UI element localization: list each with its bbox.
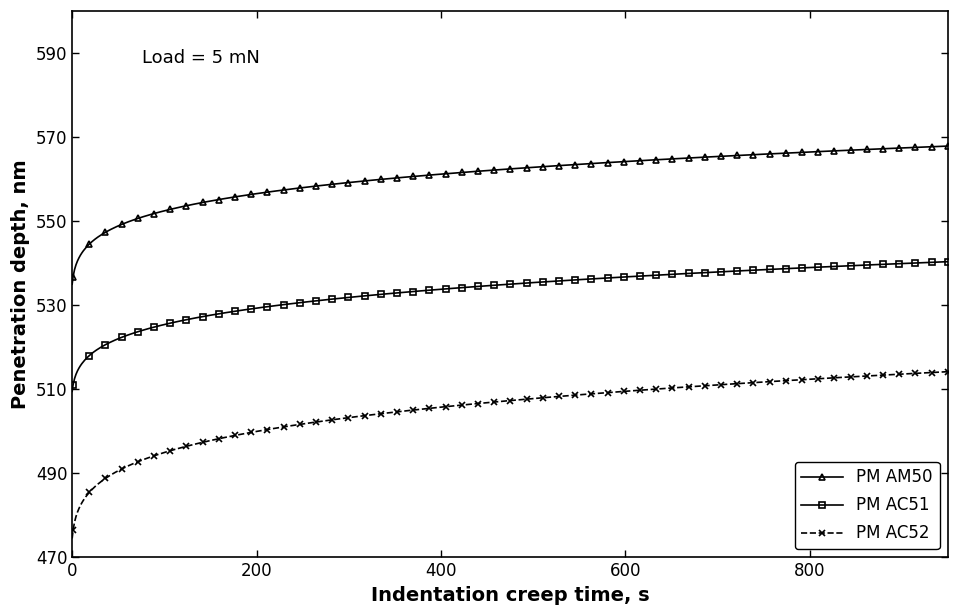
PM AC51 (165, 320, 176, 327)
PM AC52 (391, 408, 403, 416)
PM AC52 (229, 432, 241, 439)
PM AC51 (278, 301, 290, 308)
PM AC51 (229, 307, 241, 315)
PM AC52 (165, 447, 176, 455)
Text: Load = 5 mN: Load = 5 mN (142, 49, 260, 67)
PM AM50 (165, 206, 176, 213)
PM AM50 (67, 273, 79, 280)
PM AC52 (67, 527, 79, 534)
PM AM50 (278, 186, 290, 193)
PM AC51 (67, 381, 79, 389)
PM AC52 (926, 369, 938, 376)
PM AM50 (845, 147, 856, 154)
PM AC52 (942, 368, 953, 375)
Line: PM AC51: PM AC51 (70, 258, 951, 388)
PM AM50 (229, 193, 241, 201)
PM AC51 (926, 259, 938, 266)
PM AM50 (926, 143, 938, 150)
PM AC52 (278, 423, 290, 431)
Y-axis label: Penetration depth, nm: Penetration depth, nm (12, 160, 30, 409)
PM AC52 (845, 373, 856, 381)
PM AM50 (942, 142, 953, 150)
PM AC51 (391, 289, 403, 296)
Line: PM AM50: PM AM50 (70, 142, 951, 280)
PM AC51 (845, 262, 856, 269)
Line: PM AC52: PM AC52 (70, 368, 951, 533)
X-axis label: Indentation creep time, s: Indentation creep time, s (371, 586, 649, 605)
Legend: PM AM50, PM AC51, PM AC52: PM AM50, PM AC51, PM AC52 (795, 462, 940, 549)
PM AM50 (391, 174, 403, 182)
PM AC51 (942, 258, 953, 265)
